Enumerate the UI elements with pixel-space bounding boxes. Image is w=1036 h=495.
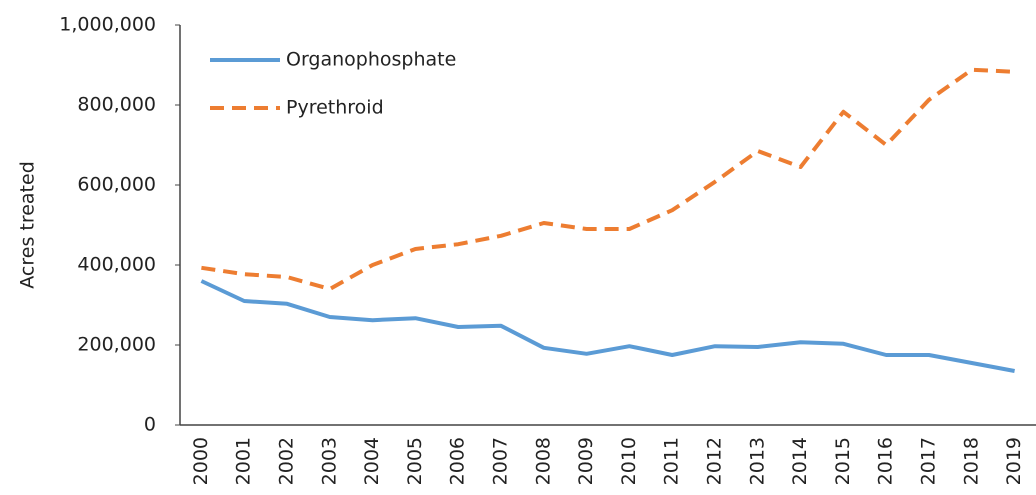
- x-tick-label: 2011: [661, 437, 683, 485]
- x-tick-label: 2017: [918, 437, 940, 485]
- x-tick-label: 2019: [1003, 437, 1025, 485]
- x-tick-label: 2015: [832, 437, 854, 485]
- x-tick-label: 2007: [490, 437, 512, 485]
- x-tick-label: 2014: [789, 437, 811, 485]
- x-tick-label: 2004: [361, 437, 383, 485]
- x-tick-label: 2005: [404, 437, 426, 485]
- x-tick-label: 2018: [960, 437, 982, 485]
- x-tick-label: 2013: [746, 437, 768, 485]
- x-tick-label: 2006: [447, 437, 469, 485]
- legend-label: Organophosphate: [286, 49, 456, 71]
- legend-label: Pyrethroid: [286, 97, 384, 119]
- x-tick-label: 2010: [618, 437, 640, 485]
- x-tick-label: 2008: [532, 437, 554, 485]
- y-axis-label: Acres treated: [17, 161, 39, 289]
- y-tick-label: 0: [144, 414, 156, 436]
- x-tick-label: 2016: [875, 437, 897, 485]
- x-tick-label: 2002: [276, 437, 298, 485]
- x-tick-label: 2001: [233, 437, 255, 485]
- y-tick-label: 800,000: [77, 94, 156, 116]
- x-tick-label: 2003: [318, 437, 340, 485]
- series-line: [201, 67, 1015, 291]
- y-tick-label: 400,000: [77, 254, 156, 276]
- y-tick-label: 1,000,000: [59, 14, 156, 36]
- y-tick-label: 600,000: [77, 174, 156, 196]
- x-tick-label: 2009: [575, 437, 597, 485]
- x-tick-label: 2012: [704, 437, 726, 485]
- series-line: [200, 279, 1015, 373]
- x-tick-label: 2000: [190, 437, 212, 485]
- y-tick-label: 200,000: [77, 334, 156, 356]
